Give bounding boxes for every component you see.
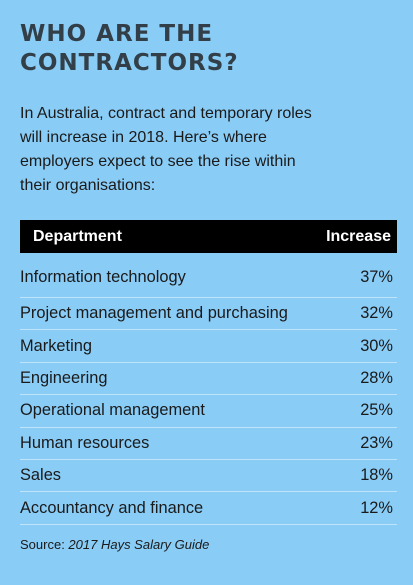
table-row: Operational management 25% (20, 394, 397, 428)
source-note: Source: 2017 Hays Salary Guide (20, 537, 393, 552)
table-row: Marketing 30% (20, 329, 397, 363)
intro-paragraph: In Australia, contract and temporary rol… (20, 102, 393, 198)
table-row: Engineering 28% (20, 362, 397, 396)
department-cell: Project management and purchasing (20, 297, 288, 331)
table-body: Information technology 37% Project manag… (20, 253, 397, 525)
title-line-1: WHO ARE THE (20, 21, 214, 47)
department-cell: Engineering (20, 362, 271, 396)
table-header: Department Increase (20, 220, 397, 253)
increase-cell: 28% (271, 362, 397, 396)
increase-cell: 37% (271, 253, 397, 298)
table-row: Sales 18% (20, 459, 397, 493)
source-publication: 2017 Hays Salary Guide (68, 536, 210, 552)
table-row: Human resources 23% (20, 427, 397, 460)
source-label: Source: (20, 536, 69, 552)
increase-cell: 30% (271, 329, 397, 363)
department-cell: Operational management (20, 394, 271, 428)
department-cell: Sales (20, 459, 271, 493)
title-line-2: CONTRACTORS? (20, 50, 239, 76)
table-row: Accountancy and finance 12% (20, 491, 397, 525)
increase-cell: 25% (271, 394, 397, 428)
department-cell: Accountancy and finance (20, 491, 271, 525)
table-row: Information technology 37% (20, 253, 397, 298)
table-header-row: Department Increase (20, 220, 397, 253)
intro-line-1: In Australia, contract and temporary rol… (20, 105, 312, 122)
increase-cell: 32% (271, 297, 397, 331)
page-title: WHO ARE THE CONTRACTORS? (20, 20, 393, 78)
increase-cell: 23% (271, 427, 397, 460)
intro-line-4: their organisations: (20, 177, 156, 194)
increase-cell: 18% (271, 459, 397, 493)
table-row: Project management and purchasing 32% (20, 297, 397, 331)
intro-line-3: employers expect to see the rise within (20, 153, 296, 170)
department-cell: Information technology (20, 253, 271, 298)
increase-column-header: Increase (326, 227, 391, 245)
increase-table: Department Increase Information technolo… (20, 220, 397, 525)
department-cell: Human resources (20, 427, 271, 460)
department-cell: Marketing (20, 329, 271, 363)
department-column-header: Department (33, 227, 122, 245)
intro-line-2: will increase in 2018. Here’s where (20, 129, 267, 146)
increase-cell: 12% (271, 491, 397, 525)
